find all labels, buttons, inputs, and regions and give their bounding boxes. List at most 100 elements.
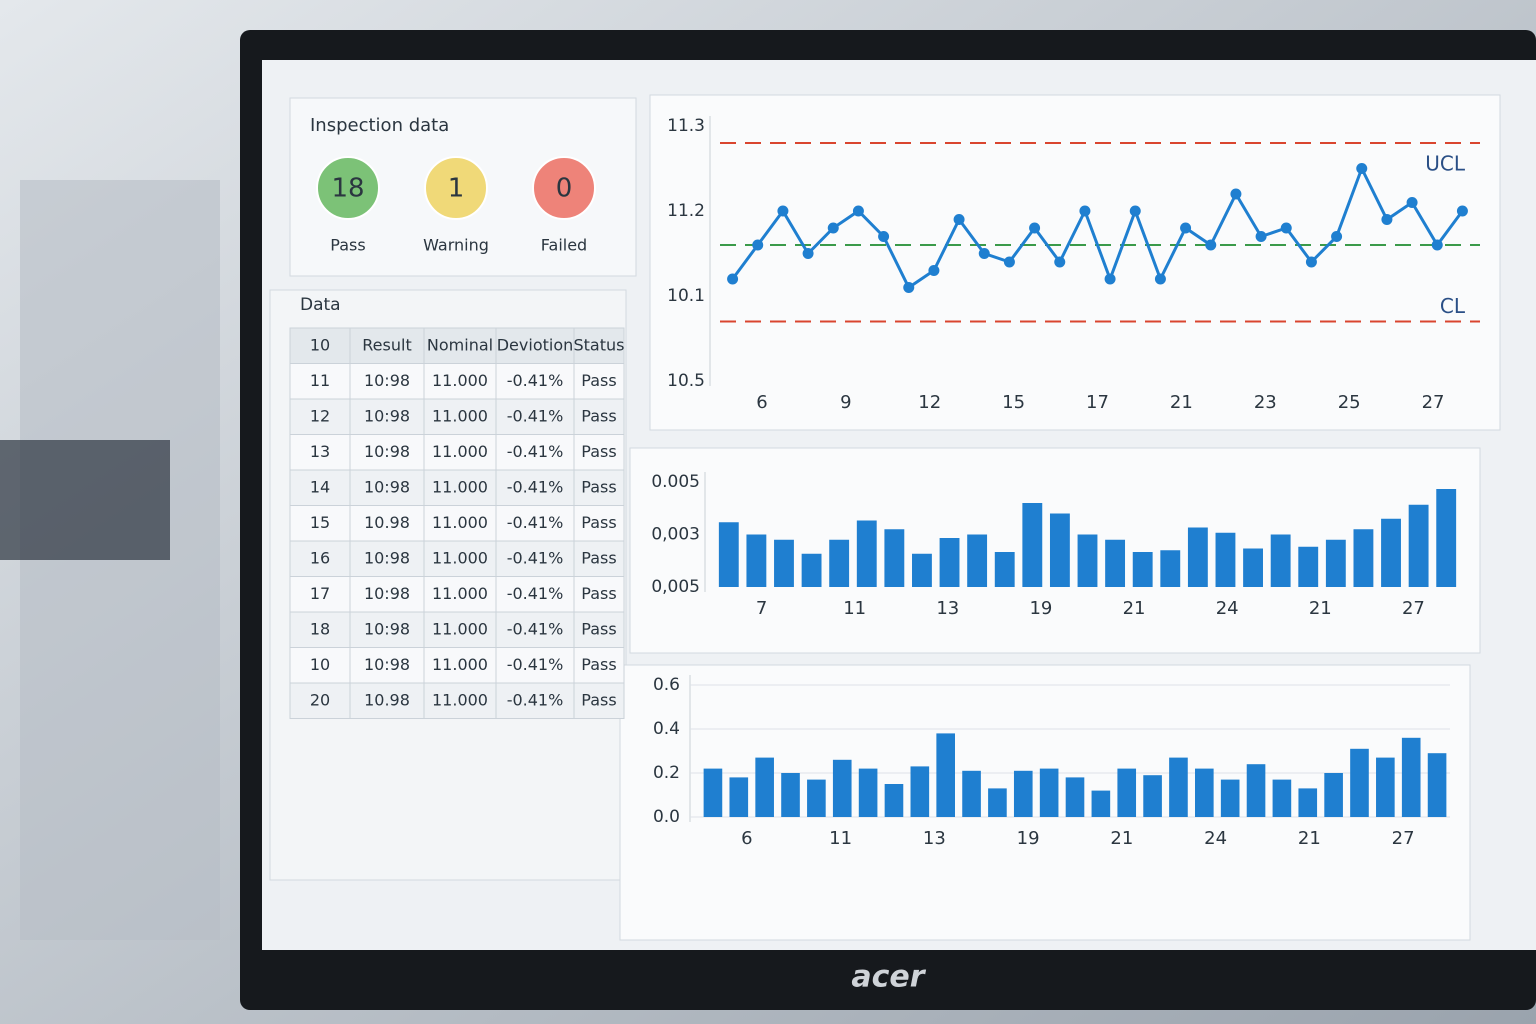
blurred-machine-part: [0, 440, 170, 560]
bar: [1408, 504, 1429, 587]
bar: [1049, 513, 1070, 587]
bar: [1215, 532, 1236, 587]
bar: [1376, 757, 1395, 817]
x-axis-label: 9: [840, 392, 851, 413]
x-axis-label: 13: [923, 828, 946, 849]
bar: [1246, 764, 1266, 817]
table-cell: [423, 611, 497, 648]
table-cell: [495, 647, 575, 684]
table-cell: [289, 434, 351, 471]
data-point: [1456, 205, 1468, 217]
x-axis-label: 21: [1298, 828, 1321, 849]
data-point: [978, 248, 990, 259]
bar: [781, 773, 800, 817]
data-point: [1305, 256, 1317, 268]
table-cell: [495, 398, 575, 435]
data-point: [1054, 256, 1066, 268]
status-title: Inspection data: [310, 115, 449, 136]
bar: [1195, 768, 1214, 817]
y-tick-label: 0.0: [653, 807, 680, 827]
data-point: [1381, 214, 1393, 225]
bar: [1220, 779, 1240, 817]
table-cell: [289, 363, 351, 400]
bar: [1270, 534, 1291, 587]
cell-text: 11: [310, 371, 330, 390]
cell-text: 11.000: [432, 477, 488, 496]
cell-text: 10:98: [364, 619, 410, 638]
bar: [962, 770, 981, 817]
bar: [1324, 773, 1343, 817]
bar: [912, 553, 932, 587]
status-count: 1: [448, 174, 465, 204]
cell-text: Pass: [581, 371, 616, 390]
cell-text: 10:98: [364, 442, 410, 461]
y-tick-label: 0.6: [653, 675, 680, 695]
y-tick-label: 0.2: [653, 763, 680, 783]
bar: [1243, 548, 1263, 587]
cell-text: -0.41%: [507, 548, 564, 567]
x-axis-label: 21: [1110, 828, 1133, 849]
x-axis-label: 24: [1204, 828, 1227, 849]
data-point: [827, 222, 839, 234]
table-cell: [423, 576, 497, 613]
cell-text: 10.98: [364, 690, 410, 709]
x-axis-label: 25: [1338, 392, 1361, 413]
table-cell: [349, 363, 425, 400]
table-cell: [289, 611, 351, 648]
header-cell: [573, 327, 625, 364]
table-cell: [289, 540, 351, 577]
bar: [1105, 539, 1126, 587]
cell-text: 12: [310, 406, 330, 425]
status-label: Failed: [541, 236, 587, 255]
table-cell: [423, 682, 497, 719]
table-cell: [289, 682, 351, 719]
table-title: Data: [300, 295, 341, 315]
cell-text: Pass: [581, 406, 616, 425]
x-axis-label: 15: [1002, 392, 1025, 413]
y-axis-label: 11.2: [667, 201, 705, 221]
bar: [1039, 768, 1059, 817]
status-circle: [424, 156, 488, 220]
reference-label: CL: [1440, 294, 1466, 318]
table-cell: [495, 682, 575, 719]
data-point: [727, 273, 739, 285]
cell-text: -0.41%: [507, 442, 564, 461]
bar: [884, 784, 904, 817]
cell-text: 10:98: [364, 371, 410, 390]
x-axis-label: 6: [741, 828, 752, 849]
table-cell: [289, 469, 351, 506]
data-point: [953, 214, 965, 225]
status-circle: [532, 156, 596, 220]
cell-text: -0.41%: [507, 477, 564, 496]
cell-text: 10:98: [364, 477, 410, 496]
bar: [936, 733, 955, 817]
table-cell: [423, 434, 497, 471]
data-point: [878, 231, 890, 242]
bar: [988, 788, 1007, 817]
header-cell: [289, 327, 351, 364]
bar: [1013, 770, 1033, 817]
cell-text: 11.000: [432, 442, 488, 461]
table-cell: [349, 611, 425, 648]
x-axis-label: 23: [1254, 392, 1277, 413]
bar: [755, 757, 774, 817]
x-axis-label: 21: [1170, 392, 1193, 413]
bar: [1117, 768, 1137, 817]
cell-text: 11.000: [432, 548, 488, 567]
cell-text: 20: [310, 690, 330, 709]
cell-text: 11.000: [432, 513, 488, 532]
bar: [801, 553, 822, 587]
table-cell: [573, 576, 625, 613]
bar: [1169, 757, 1188, 817]
data-point: [1230, 188, 1242, 200]
x-axis-label: 6: [756, 392, 767, 413]
bar: [1401, 737, 1421, 817]
bar: [703, 768, 723, 817]
cell-text: Pass: [581, 477, 616, 496]
bar: [718, 522, 739, 587]
cell-text: 11.000: [432, 371, 488, 390]
cell-text: Pass: [581, 442, 616, 461]
bar: [832, 759, 852, 817]
y-axis-label: 10.5: [667, 371, 705, 391]
